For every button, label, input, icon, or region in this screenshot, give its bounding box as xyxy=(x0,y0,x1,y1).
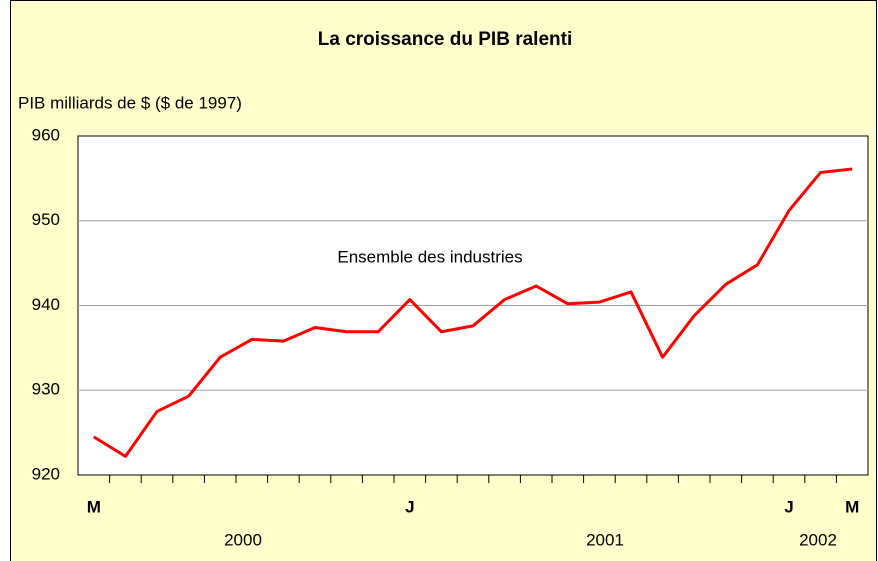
x-tick-label: M xyxy=(87,497,101,516)
year-label: 2000 xyxy=(224,530,262,549)
x-tick-label: J xyxy=(784,497,793,516)
year-label: 2002 xyxy=(799,530,837,549)
x-tick-label: J xyxy=(405,497,414,516)
annotation: Ensemble des industries xyxy=(337,247,522,266)
line-series xyxy=(93,167,853,458)
year-label: 2001 xyxy=(586,530,624,549)
y-tick-label: 920 xyxy=(32,464,60,483)
y-tick-label: 940 xyxy=(32,295,60,314)
chart-title: La croissance du PIB ralenti xyxy=(318,29,572,50)
y-tick-label: 950 xyxy=(32,210,60,229)
y-tick-label: 960 xyxy=(32,125,60,144)
x-tick-label: M xyxy=(845,497,859,516)
y-tick-label: 930 xyxy=(32,380,60,399)
y-axis-label: PIB milliards de $ ($ de 1997) xyxy=(18,93,242,112)
